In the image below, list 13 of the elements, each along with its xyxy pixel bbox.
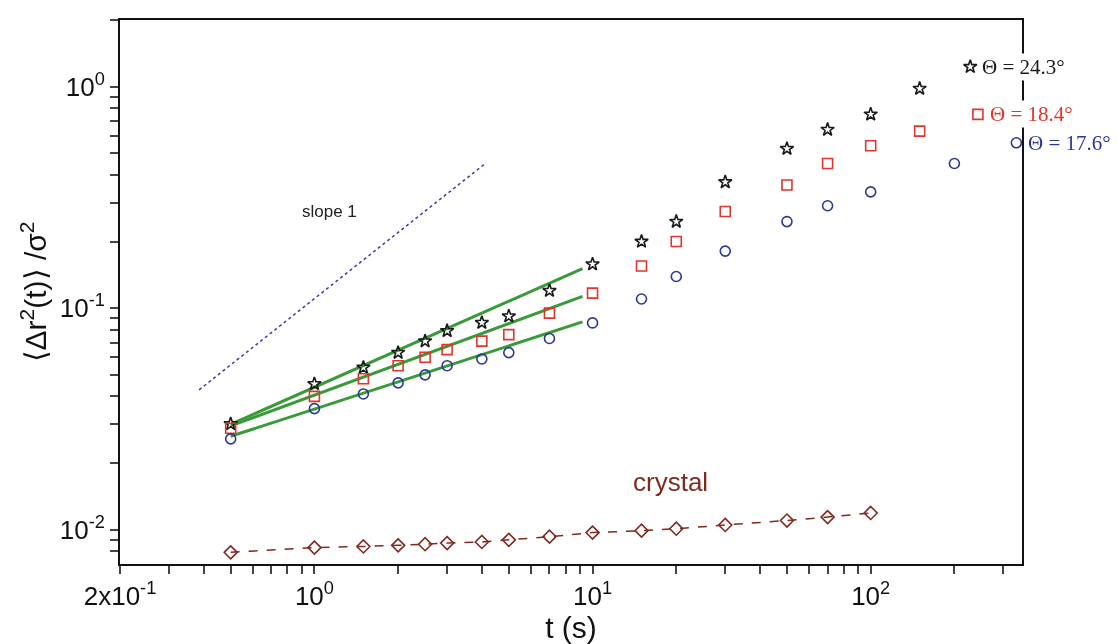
y-tick-label: 10$^{-2}$ [59, 511, 105, 545]
annotation: slope 1 [302, 202, 357, 221]
y-tick-label: 10$^{0}$ [65, 68, 105, 102]
x-tick-label: 10$^{2}$ [851, 578, 891, 612]
series-label: crystal [633, 467, 709, 497]
x-tick-label: 10$^{1}$ [573, 578, 613, 612]
x-tick-label: 2x10$^{-1}$ [83, 578, 157, 612]
series-label: Θ = 24.3° [982, 55, 1065, 79]
series-label: Θ = 18.4° [990, 102, 1073, 126]
y-tick-label: 10$^{-1}$ [59, 290, 105, 324]
x-axis-title: t (s) [545, 611, 597, 644]
x-tick-label: 10$^{0}$ [294, 578, 334, 612]
series-label: Θ = 17.6° [1028, 131, 1111, 155]
